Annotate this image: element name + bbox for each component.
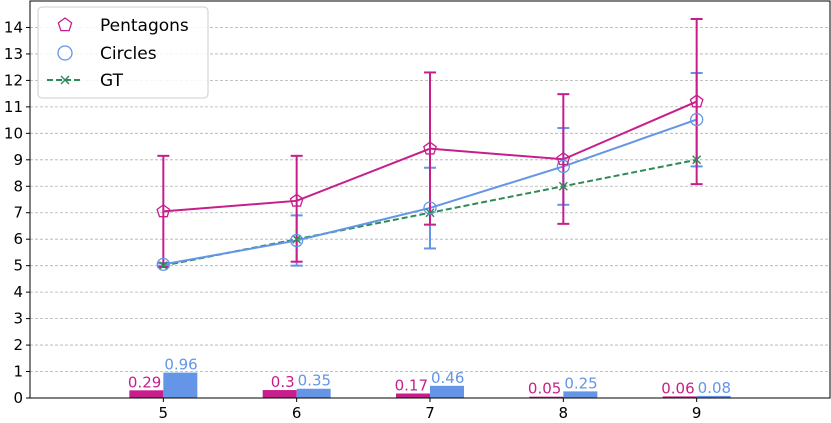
marker-gt-5 [158, 261, 168, 271]
bar-pentagons-8 [529, 396, 564, 398]
legend-box [37, 6, 209, 99]
marker-pentagons-8 [556, 151, 571, 166]
bar-label-circles-5: 0.96 [164, 356, 197, 374]
y-tick-label-1: 1 [13, 363, 23, 381]
bar-label-circles-6: 0.35 [298, 372, 331, 390]
x-tick-label-8: 8 [559, 404, 569, 422]
markers [156, 94, 704, 271]
bar-label-pentagons-7: 0.17 [395, 377, 428, 395]
bar-pentagons-5 [129, 390, 164, 398]
marker-circles-5 [156, 257, 170, 271]
marker-circles-8 [556, 159, 570, 174]
y-tick-label-6: 6 [13, 230, 23, 248]
y-tick-label-10: 10 [4, 124, 23, 142]
y-tick-label-0: 0 [13, 389, 23, 407]
y-tick-label-2: 2 [13, 336, 23, 354]
marker-pentagons-5 [156, 204, 171, 218]
x-stroke [292, 234, 302, 244]
legend-pentagon-icon [57, 17, 73, 32]
marker-circles-6 [290, 233, 304, 248]
y-tick-label-8: 8 [13, 177, 23, 195]
legend-label-circles: Circles [100, 44, 157, 64]
bar-circles-9 [696, 395, 731, 398]
legend: Pentagons Circles GT [37, 6, 209, 99]
legend-gt-icon [47, 75, 82, 85]
bar-circles-5 [163, 372, 198, 398]
x-stroke [692, 155, 702, 165]
y-tick-label-13: 13 [4, 45, 23, 63]
legend-marker [57, 45, 73, 61]
bar-label-pentagons-6: 0.3 [271, 373, 295, 391]
y-tick-label-4: 4 [13, 283, 23, 301]
bar-label-pentagons-8: 0.05 [528, 380, 561, 398]
bar-label-circles-8: 0.25 [564, 374, 597, 392]
bar-label-circles-9: 0.08 [698, 379, 731, 397]
error-bars [157, 17, 703, 268]
marker-pentagons-9 [689, 94, 704, 108]
legend-entry-circles: Circles [57, 44, 157, 64]
bar-pentagons-6 [262, 390, 297, 398]
errbar-pentagons-9 [690, 17, 703, 186]
x-tick-label-9: 9 [692, 404, 702, 422]
bar-circles-7 [430, 385, 464, 398]
legend-entry-pentagons: Pentagons [57, 16, 189, 36]
bars [129, 372, 731, 398]
bar-pentagons-9 [662, 396, 697, 398]
marker-gt-9 [692, 155, 702, 165]
bar-labels: 0.29 0.3 0.17 0.05 0.06 0.96 0.35 0.46 0.25 0.08 [128, 356, 731, 398]
bar-circles-8 [563, 391, 598, 398]
legend-label-pentagons: Pentagons [100, 16, 189, 36]
bar-pentagons-7 [396, 393, 430, 398]
bar-circles-6 [296, 388, 331, 398]
y-tick-label-3: 3 [13, 310, 23, 328]
legend-circle-icon [57, 45, 73, 61]
errbar-pentagons-8 [557, 93, 570, 225]
x-stroke [60, 75, 70, 85]
marker-circles-9 [690, 112, 704, 127]
legend-entry-gt: GT [47, 71, 124, 91]
x-stroke [558, 181, 568, 191]
bar-label-circles-7: 0.46 [431, 369, 464, 387]
y-tick-label-11: 11 [4, 98, 23, 116]
y-tick-label-12: 12 [4, 71, 23, 89]
marker-gt-7 [425, 208, 435, 218]
y-tick-label-5: 5 [13, 257, 23, 275]
legend-label-gt: GT [100, 71, 124, 91]
marker-pentagons-7 [423, 141, 437, 155]
legend-marker [60, 75, 70, 85]
marker-pentagons-6 [289, 193, 304, 207]
x-stroke [425, 208, 435, 218]
x-tick-label-7: 7 [425, 404, 435, 422]
bar-label-pentagons-5: 0.29 [128, 373, 161, 391]
errbar-pentagons-7 [424, 71, 436, 226]
errbar-pentagons-6 [290, 154, 303, 263]
y-tick-label-14: 14 [4, 18, 23, 36]
bar-label-pentagons-9: 0.06 [661, 379, 694, 397]
y-tick-label-9: 9 [13, 151, 23, 169]
errbar-pentagons-5 [157, 154, 170, 268]
marker-circles-7 [423, 201, 437, 215]
marker-gt-8 [558, 181, 568, 191]
x-tick-label-6: 6 [292, 404, 302, 422]
x-stroke [158, 261, 168, 271]
x-axis-ticks: 5 6 7 8 9 [159, 398, 702, 422]
y-tick-label-7: 7 [13, 204, 23, 222]
legend-marker [57, 17, 73, 32]
marker-gt-6 [292, 234, 302, 244]
x-tick-label-5: 5 [159, 404, 169, 422]
